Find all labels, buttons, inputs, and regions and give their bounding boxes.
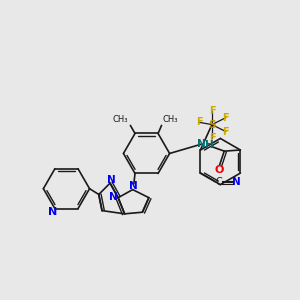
Text: S: S [208,120,216,130]
Text: N: N [48,207,57,217]
Text: H: H [205,140,214,150]
Text: O: O [215,165,224,175]
Text: C: C [215,177,222,187]
Text: F: F [208,106,215,116]
Text: CH₃: CH₃ [112,115,128,124]
Text: F: F [208,134,215,143]
Text: CH₃: CH₃ [163,115,178,124]
Text: N: N [232,177,241,187]
Text: N: N [107,175,116,185]
Text: N: N [109,191,118,202]
Text: F: F [223,127,229,136]
Text: N: N [197,139,206,149]
Text: N: N [130,181,138,191]
Text: F: F [223,113,229,123]
Text: F: F [196,117,202,127]
